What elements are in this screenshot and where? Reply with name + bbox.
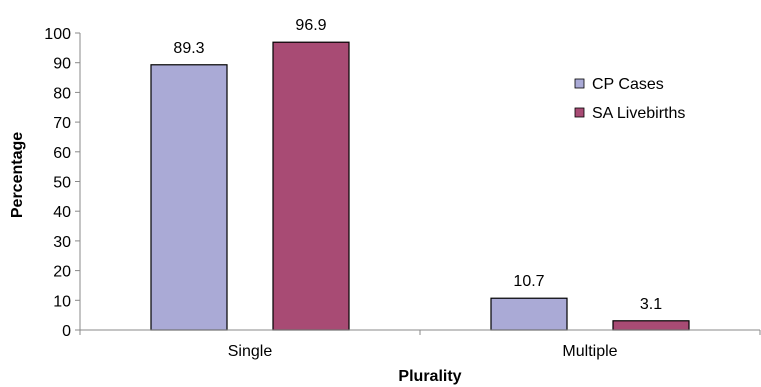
data-label: 3.1 bbox=[640, 296, 662, 313]
y-axis-title: Percentage bbox=[9, 132, 26, 218]
bar-sa-livebirths-multiple bbox=[612, 320, 690, 331]
y-tick-label: 30 bbox=[53, 234, 71, 251]
data-label: 89.3 bbox=[173, 40, 204, 57]
bar-cp-cases-single bbox=[150, 64, 228, 331]
y-tick-label: 40 bbox=[53, 204, 71, 221]
bar-cp-cases-multiple bbox=[490, 297, 568, 331]
y-axis: 0 10 20 30 40 50 60 70 80 90 100 bbox=[44, 26, 81, 340]
y-tick-label: 20 bbox=[53, 264, 71, 281]
y-tick-label: 100 bbox=[44, 26, 71, 43]
y-tick-label: 0 bbox=[62, 323, 71, 340]
bars-layer bbox=[150, 41, 690, 331]
legend-swatch-cp-cases bbox=[574, 78, 585, 89]
data-labels: 89.3 10.7 96.9 3.1 bbox=[173, 17, 662, 313]
x-tick-label-multiple: Multiple bbox=[562, 343, 617, 360]
legend-label: SA Livebirths bbox=[592, 105, 685, 122]
data-label: 10.7 bbox=[513, 273, 544, 290]
legend-label: CP Cases bbox=[592, 76, 664, 93]
y-tick-label: 70 bbox=[53, 115, 71, 132]
x-axis-title: Plurality bbox=[398, 368, 461, 385]
y-tick-label: 80 bbox=[53, 85, 71, 102]
data-label: 96.9 bbox=[295, 17, 326, 34]
y-tick-label: 50 bbox=[53, 175, 71, 192]
x-axis: Single Multiple bbox=[79, 329, 761, 360]
y-tick-label: 60 bbox=[53, 145, 71, 162]
y-tick-label: 10 bbox=[53, 293, 71, 310]
x-tick-label-single: Single bbox=[228, 343, 273, 360]
y-tick-label: 90 bbox=[53, 56, 71, 73]
legend-swatch-sa-livebirths bbox=[574, 107, 585, 118]
legend: CP Cases SA Livebirths bbox=[574, 76, 685, 122]
bar-sa-livebirths-single bbox=[272, 41, 350, 331]
